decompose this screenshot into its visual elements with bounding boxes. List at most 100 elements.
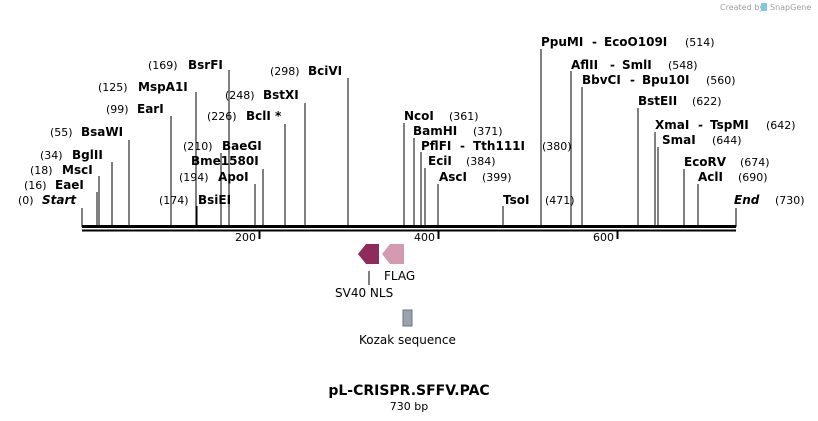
feature-kozak[interactable]: Kozak sequence (359, 309, 456, 347)
ruler-tick-600: 600 (593, 231, 619, 244)
site-bamhi: BamHI (371) (413, 124, 503, 138)
feature-arrow-reverse[interactable] (382, 244, 404, 264)
site-smai: SmaI (644) (662, 133, 742, 147)
site-ecii: EciI (384) (428, 154, 496, 168)
site-xmai: XmaI - TspMI (642) (655, 118, 796, 132)
site-leader-lines (81, 49, 737, 227)
feature-sv40-nls[interactable]: SV40 NLS (335, 244, 393, 300)
site-pflfi: PflFI - Tth111I (380) (421, 139, 572, 153)
site-alias: TspMI (710, 118, 749, 132)
site-name: MscI (62, 163, 93, 177)
site-position: (642) (766, 119, 796, 132)
site-position: (0) (18, 194, 34, 207)
site-name: XmaI (655, 118, 689, 132)
site-start: (0) Start (18, 193, 77, 207)
tick-label: 600 (593, 231, 614, 244)
site-position: (560) (706, 74, 736, 87)
site-position: (622) (692, 95, 722, 108)
credit-prefix: Created by (720, 3, 764, 12)
site-name: BsiEI (198, 193, 231, 207)
site-name: AscI (439, 170, 467, 184)
feature-label: FLAG (384, 269, 415, 283)
site-position: (548) (668, 59, 698, 72)
site-name: EcoRV (684, 155, 727, 169)
site-name: NcoI (404, 109, 434, 123)
ruler-tick-400: 400 (414, 231, 440, 244)
site-name: PflFI (421, 139, 451, 153)
site-name: TsoI (503, 193, 529, 207)
site-separator: - (592, 35, 597, 49)
site-name: EciI (428, 154, 452, 168)
site-end: End (730) (734, 193, 805, 207)
site-position: (99) (106, 103, 129, 116)
feature-label: Kozak sequence (359, 333, 456, 347)
snapgene-icon (761, 3, 767, 11)
site-position: (16) (24, 179, 47, 192)
site-name: BstXI (263, 88, 299, 102)
site-position: (730) (775, 194, 805, 207)
site-labels: (0) Start (16) EaeI (18) MscI (34) BglII… (18, 35, 805, 207)
site-baegi: (210) BaeGI (183, 139, 262, 153)
credit-brand: SnapGene (770, 3, 811, 12)
site-name: AflII (571, 58, 598, 72)
site-position: (248) (225, 89, 255, 102)
site-position: (194) (179, 171, 209, 184)
site-position: (34) (40, 149, 63, 162)
site-alias: Tth111I (473, 139, 525, 153)
feature-arrow-reverse[interactable] (358, 244, 379, 264)
site-name: End (734, 193, 760, 207)
site-separator: - (460, 139, 465, 153)
site-position: (384) (466, 155, 496, 168)
site-position: (361) (449, 110, 479, 123)
feature-box[interactable] (402, 309, 413, 327)
feature-flag[interactable]: FLAG (382, 244, 415, 283)
site-name: Start (42, 193, 77, 207)
site-position: (125) (98, 81, 128, 94)
site-mspa1i: (125) MspA1I (98, 80, 188, 94)
site-ppumi: PpuMI - EcoO109I (514) (541, 35, 715, 49)
site-apoi: (194) ApoI (179, 170, 249, 184)
site-bme1580i: Bme1580I (191, 154, 259, 168)
site-name: Bme1580I (191, 154, 259, 168)
site-bsawi: (55) BsaWI (50, 125, 123, 139)
site-name: AclI (698, 170, 723, 184)
site-position: (644) (712, 134, 742, 147)
tick-label: 200 (235, 231, 256, 244)
site-asci: AscI (399) (439, 170, 512, 184)
site-position: (18) (30, 164, 53, 177)
tick-label: 400 (414, 231, 435, 244)
site-position: (174) (159, 194, 189, 207)
site-name: BclI * (246, 109, 282, 123)
site-separator: - (630, 73, 635, 87)
site-name: BsaWI (81, 125, 123, 139)
site-bsteii: BstEII (622) (638, 94, 722, 108)
ruler-tick-200: 200 (235, 231, 261, 244)
site-separator: - (610, 58, 615, 72)
site-bcivi: (298) BciVI (270, 64, 342, 78)
site-ecorv: EcoRV (674) (684, 155, 770, 169)
feature-label: SV40 NLS (335, 286, 393, 300)
site-position: (55) (50, 126, 73, 139)
site-name: BstEII (638, 94, 677, 108)
site-acli: AclI (690) (698, 170, 768, 184)
site-bbvci: BbvCI - Bpu10I (560) (582, 73, 736, 87)
site-name: BsrFI (188, 58, 223, 72)
site-name: ApoI (218, 170, 249, 184)
site-name: SmaI (662, 133, 696, 147)
site-name: BamHI (413, 124, 457, 138)
site-name: BciVI (308, 64, 342, 78)
dna-sequence-line (82, 225, 736, 232)
site-separator: - (698, 118, 703, 132)
site-position: (380) (542, 140, 572, 153)
site-position: (674) (740, 156, 770, 169)
site-ncoi: NcoI (361) (404, 109, 479, 123)
site-alias: Bpu10I (642, 73, 689, 87)
site-eaei: (16) EaeI (24, 178, 84, 192)
site-msci: (18) MscI (30, 163, 93, 177)
site-name: MspA1I (138, 80, 188, 94)
site-position: (690) (738, 171, 768, 184)
site-position: (371) (473, 125, 503, 138)
site-name: BglII (72, 148, 103, 162)
site-bsiei: (174) BsiEI (159, 193, 231, 207)
